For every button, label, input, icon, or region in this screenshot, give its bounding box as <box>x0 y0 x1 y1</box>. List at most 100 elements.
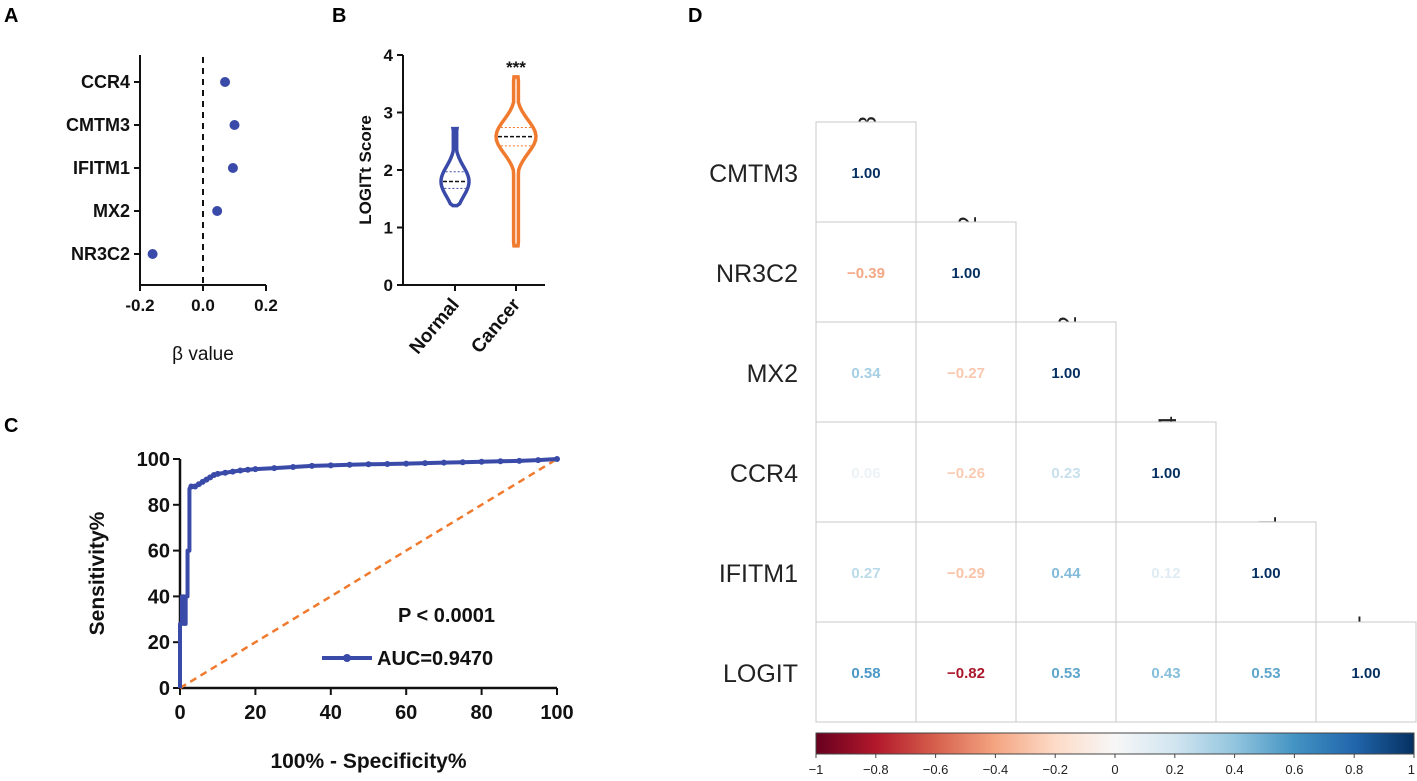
d-cell <box>815 121 917 223</box>
c-x-tick-label: 80 <box>470 702 492 724</box>
b-y-axis-label: LOGITt Score <box>356 115 375 225</box>
d-cell <box>815 321 917 423</box>
d-cell-value: 0.53 <box>1051 665 1080 682</box>
c-roc-point <box>516 457 523 464</box>
d-colorbar-tick-label: 0 <box>1111 762 1118 777</box>
b-y-tick-label: 4 <box>384 46 394 65</box>
d-cell-value: 0.27 <box>851 565 880 582</box>
d-cell <box>1015 621 1117 723</box>
c-y-tick-label: 80 <box>148 495 170 517</box>
d-cell <box>1015 521 1117 623</box>
d-row-label: IFITM1 <box>719 560 798 588</box>
c-roc-point <box>478 458 485 465</box>
d-cell <box>1015 421 1117 523</box>
b-violin-normal <box>439 126 471 208</box>
c-y-tick-label: 0 <box>159 678 170 700</box>
b-y-tick-label: 0 <box>384 276 393 295</box>
c-y-tick-label: 20 <box>148 632 170 654</box>
d-cell <box>915 421 1017 523</box>
a-point <box>227 163 238 173</box>
c-roc-point <box>403 460 410 467</box>
c-x-axis-label: 100% - Specificity% <box>270 750 466 773</box>
d-colorbar-tick-label: 0.8 <box>1345 762 1363 777</box>
b-y-tick-label: 1 <box>384 219 393 238</box>
b-y-tick-label: 3 <box>384 104 393 123</box>
d-cell <box>815 421 917 523</box>
d-cell <box>815 521 917 623</box>
c-roc-point <box>290 464 297 471</box>
c-roc-point <box>244 466 251 473</box>
c-roc-point <box>384 461 391 468</box>
c-roc-point <box>535 457 542 464</box>
panel-d-letter: D <box>688 5 702 27</box>
c-p-value-annotation: P < 0.0001 <box>398 605 495 627</box>
a-x-tick-label: 0.2 <box>254 296 278 315</box>
d-cell-value: 0.12 <box>1151 565 1180 582</box>
panel-c-letter: C <box>4 415 18 437</box>
c-roc-point <box>229 468 236 475</box>
c-y-axis-label: Sensitivity% <box>86 511 109 635</box>
c-roc-point <box>327 462 334 469</box>
d-colorbar-tick-label: 0.6 <box>1285 762 1303 777</box>
d-cell-value: −0.27 <box>947 365 985 382</box>
a-category-label: CMTM3 <box>66 115 130 135</box>
panel-a-forest-plot: -0.2 0.0 0.2 β value CCR4 CMTM3 IFITM1 MX2 NR3C2 <box>66 55 278 365</box>
c-roc-point <box>214 470 221 477</box>
d-cell-value: −0.39 <box>847 265 885 282</box>
d-colorbar-tick-label: −0.6 <box>923 762 949 777</box>
d-cell <box>815 221 917 323</box>
a-point <box>220 77 231 87</box>
c-y-tick-label: 100 <box>137 449 170 471</box>
a-category-label: IFITM1 <box>73 158 130 178</box>
d-cell <box>1115 421 1217 523</box>
a-x-tick-label: 0.0 <box>191 296 215 315</box>
c-x-tick-label: 0 <box>174 702 185 724</box>
d-cell <box>1315 621 1417 723</box>
d-cell-value: 1.00 <box>851 165 880 182</box>
c-x-tick-label: 60 <box>395 702 417 724</box>
a-category-label: CCR4 <box>81 72 130 92</box>
d-cell-value: 1.00 <box>1051 365 1080 382</box>
d-cell <box>915 521 1017 623</box>
c-roc-point <box>497 458 504 465</box>
d-cell-value: 0.23 <box>1051 465 1080 482</box>
d-row-label: MX2 <box>747 360 798 388</box>
c-roc-point <box>365 461 372 468</box>
c-roc-point <box>237 467 244 474</box>
d-cell <box>1115 621 1217 723</box>
panel-b-letter: B <box>332 5 346 27</box>
d-cell <box>815 621 917 723</box>
d-colorbar-tick-label: 0.2 <box>1166 762 1184 777</box>
c-roc-point <box>346 461 353 468</box>
d-colorbar-tick-label: 0.4 <box>1226 762 1244 777</box>
c-x-tick-label: 40 <box>320 702 342 724</box>
c-roc-point <box>440 459 447 466</box>
c-x-tick-label: 100 <box>540 702 573 724</box>
c-legend-label: AUC=0.9470 <box>377 648 493 670</box>
d-row-label: CCR4 <box>730 460 798 488</box>
d-cell-value: 1.00 <box>1351 665 1380 682</box>
d-colorbar-tick-label: −0.2 <box>1042 762 1068 777</box>
d-cell-value: 0.44 <box>1051 565 1081 582</box>
c-y-tick-label: 40 <box>148 586 170 608</box>
d-cell-value: 0.06 <box>851 465 880 482</box>
d-cell-value: 1.00 <box>951 265 980 282</box>
d-cell-value: 1.00 <box>1151 465 1180 482</box>
d-cell-value: 1.00 <box>1251 565 1280 582</box>
c-reference-line <box>179 457 558 690</box>
d-cell-value: −0.82 <box>947 665 985 682</box>
d-cell-value: 0.58 <box>851 665 880 682</box>
b-violin-cancer <box>494 75 538 248</box>
c-roc-point <box>554 456 560 462</box>
b-category-label: Normal <box>406 295 464 359</box>
panel-b-violin-plot: 0 1 2 3 4 LOGITt Score Normal Cancer *** <box>356 46 545 358</box>
d-row-label: LOGIT <box>723 660 798 688</box>
d-cell <box>1015 321 1117 423</box>
a-x-axis-label: β value <box>172 344 234 365</box>
d-cell-value: −0.29 <box>947 565 985 582</box>
d-row-label: CMTM3 <box>709 160 798 188</box>
panel-a-letter: A <box>4 5 18 27</box>
a-point <box>147 249 158 259</box>
panel-c-roc-curve: 0 20 40 60 80 100 0 20 40 60 80 100 100% - Specifici… <box>86 449 574 773</box>
